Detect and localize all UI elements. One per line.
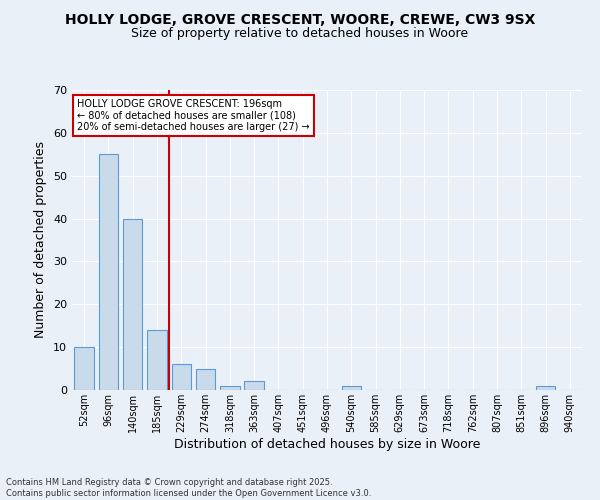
Text: Size of property relative to detached houses in Woore: Size of property relative to detached ho… [131,28,469,40]
Bar [341,386,361,390]
X-axis label: Distribution of detached houses by size in Woore: Distribution of detached houses by size … [174,438,480,450]
Text: HOLLY LODGE, GROVE CRESCENT, WOORE, CREWE, CW3 9SX: HOLLY LODGE, GROVE CRESCENT, WOORE, CREW… [65,12,535,26]
Text: HOLLY LODGE GROVE CRESCENT: 196sqm
← 80% of detached houses are smaller (108)
20: HOLLY LODGE GROVE CRESCENT: 196sqm ← 80%… [77,99,310,132]
Bar [244,382,264,390]
Bar [123,218,142,390]
Bar [220,386,239,390]
Bar [196,368,215,390]
Bar [99,154,118,390]
Bar [147,330,167,390]
Bar [172,364,191,390]
Text: Contains HM Land Registry data © Crown copyright and database right 2025.
Contai: Contains HM Land Registry data © Crown c… [6,478,371,498]
Y-axis label: Number of detached properties: Number of detached properties [34,142,47,338]
Bar [74,347,94,390]
Bar [536,386,555,390]
